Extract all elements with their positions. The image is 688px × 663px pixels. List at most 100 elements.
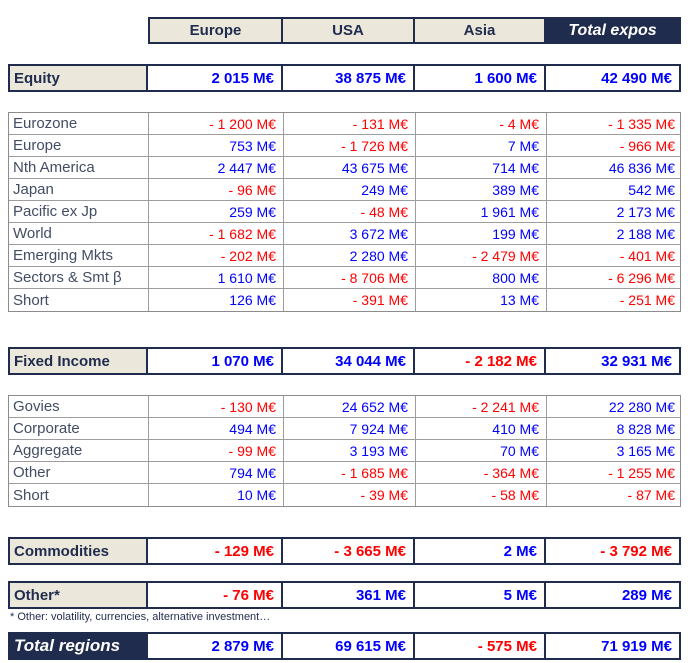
- value-cell: - 8 706 M€: [284, 267, 416, 288]
- value-cell: - 76 M€: [148, 581, 283, 609]
- value-cell: - 401 M€: [619, 247, 675, 264]
- value-cell: 3 672 M€: [284, 223, 416, 244]
- table-row-other: Other 794 M€ - 1 685 M€ - 364 M€ - 1 255 M€: [9, 462, 680, 484]
- value-cell: - 130 M€: [149, 396, 284, 417]
- value-cell: - 4 M€: [416, 113, 547, 134]
- row-label: World: [9, 223, 149, 244]
- value-cell: - 96 M€: [149, 179, 284, 200]
- value-cell: - 3 665 M€: [283, 537, 415, 565]
- value-cell: - 2 479 M€: [416, 245, 547, 266]
- value-cell: - 87 M€: [627, 487, 675, 503]
- value-cell: - 966 M€: [619, 137, 675, 154]
- table-body: Equity 2 015 M€ 38 875 M€ 1 600 M€ 42 490 M€…: [8, 64, 688, 660]
- value-cell: 714 M€: [416, 157, 547, 178]
- value-cell: 46 836 M€: [608, 159, 675, 176]
- table-row-short: Short 10 M€ - 39 M€ - 58 M€ - 87 M€: [9, 484, 680, 506]
- value-cell: - 99 M€: [149, 440, 284, 461]
- row-label: Pacific ex Jp: [9, 201, 149, 222]
- value-cell: 43 675 M€: [284, 157, 416, 178]
- value-cell: 24 652 M€: [284, 396, 416, 417]
- value-cell: 1 610 M€: [149, 267, 284, 288]
- value-cell: 13 M€: [416, 289, 547, 311]
- table-row-nth-america: Nth America 2 447 M€ 43 675 M€ 714 M€ 46 836…: [9, 157, 680, 179]
- value-cell: 2 879 M€: [148, 632, 283, 660]
- row-label: Govies: [9, 396, 149, 417]
- value-cell: 70 M€: [416, 440, 547, 461]
- column-header-asia: Asia: [415, 17, 546, 44]
- table-row-govies: Govies - 130 M€ 24 652 M€ - 2 241 M€ 22 280 …: [9, 396, 680, 418]
- table-row-japan: Japan - 96 M€ 249 M€ 389 M€ 542 M€: [9, 179, 680, 201]
- section-label: Commodities: [8, 537, 148, 565]
- value-cell: 1 600 M€: [415, 64, 546, 92]
- total-row-total-regions: Total regions 2 879 M€ 69 615 M€ - 575 M€ 71…: [8, 632, 688, 660]
- column-header-total-expos: Total expos: [546, 17, 681, 44]
- value-cell: 289 M€: [546, 581, 681, 609]
- value-cell: - 1 726 M€: [284, 135, 416, 156]
- value-cell: 32 931 M€: [546, 347, 681, 375]
- value-cell: - 391 M€: [284, 289, 416, 311]
- value-cell: - 364 M€: [416, 462, 547, 483]
- value-cell: - 1 255 M€: [608, 464, 675, 481]
- column-header-usa: USA: [283, 17, 415, 44]
- value-cell: - 1 682 M€: [149, 223, 284, 244]
- value-cell: 126 M€: [149, 289, 284, 311]
- detail-table: Govies - 130 M€ 24 652 M€ - 2 241 M€ 22 280 …: [8, 395, 681, 507]
- table-row-europe: Europe 753 M€ - 1 726 M€ 7 M€ - 966 M€: [9, 135, 680, 157]
- row-label: Short: [9, 289, 149, 311]
- value-cell: 542 M€: [628, 181, 675, 198]
- section-row-equity: Equity 2 015 M€ 38 875 M€ 1 600 M€ 42 490 M€: [8, 64, 688, 92]
- value-cell: - 1 335 M€: [608, 115, 675, 132]
- value-cell: 2 173 M€: [616, 203, 675, 220]
- table-row-emerging-mkts: Emerging Mkts - 202 M€ 2 280 M€ - 2 479 M€ -…: [9, 245, 680, 267]
- value-cell: - 6 296 M€: [608, 269, 675, 286]
- value-cell: 199 M€: [416, 223, 547, 244]
- value-cell: 3 193 M€: [284, 440, 416, 461]
- value-cell: 794 M€: [149, 462, 284, 483]
- value-cell: 259 M€: [149, 201, 284, 222]
- value-cell: 753 M€: [149, 135, 284, 156]
- value-cell: 2 280 M€: [284, 245, 416, 266]
- value-cell: - 202 M€: [149, 245, 284, 266]
- row-label: Sectors & Smt β: [9, 267, 149, 288]
- value-cell: - 3 792 M€: [546, 537, 681, 565]
- value-cell: 2 015 M€: [148, 64, 283, 92]
- row-label: Eurozone: [9, 113, 149, 134]
- value-cell: - 251 M€: [619, 292, 675, 308]
- table-row-aggregate: Aggregate - 99 M€ 3 193 M€ 70 M€ 3 165 M€: [9, 440, 680, 462]
- row-label: Other: [9, 462, 149, 483]
- section-row-commodities: Commodities - 129 M€ - 3 665 M€ 2 M€ - 3 792…: [8, 537, 688, 565]
- row-label: Nth America: [9, 157, 149, 178]
- value-cell: 10 M€: [149, 484, 284, 506]
- row-label: Short: [9, 484, 149, 506]
- value-cell: 71 919 M€: [546, 632, 681, 660]
- value-cell: - 48 M€: [284, 201, 416, 222]
- detail-table: Eurozone - 1 200 M€ - 131 M€ - 4 M€ - 1 335 …: [8, 112, 681, 312]
- section-label: Fixed Income: [8, 347, 148, 375]
- value-cell: 1 070 M€: [148, 347, 283, 375]
- value-cell: - 2 241 M€: [416, 396, 547, 417]
- section-row-fixed-income: Fixed Income 1 070 M€ 34 044 M€ - 2 182 M€ 3…: [8, 347, 688, 375]
- value-cell: - 1 200 M€: [149, 113, 284, 134]
- value-cell: 2 188 M€: [616, 225, 675, 242]
- row-label: Corporate: [9, 418, 149, 439]
- column-header-row: Europe USA Asia Total expos: [148, 17, 688, 44]
- table-row-eurozone: Eurozone - 1 200 M€ - 131 M€ - 4 M€ - 1 335 …: [9, 113, 680, 135]
- footnote: * Other: volatility, currencies, alterna…: [10, 611, 271, 623]
- row-label: Emerging Mkts: [9, 245, 149, 266]
- value-cell: 1 961 M€: [416, 201, 547, 222]
- value-cell: 2 447 M€: [149, 157, 284, 178]
- column-header-europe: Europe: [148, 17, 283, 44]
- section-label: Total regions: [8, 632, 148, 660]
- row-label: Europe: [9, 135, 149, 156]
- row-label: Aggregate: [9, 440, 149, 461]
- value-cell: 34 044 M€: [283, 347, 415, 375]
- value-cell: 494 M€: [149, 418, 284, 439]
- value-cell: 7 M€: [416, 135, 547, 156]
- value-cell: - 2 182 M€: [415, 347, 546, 375]
- value-cell: 389 M€: [416, 179, 547, 200]
- value-cell: 42 490 M€: [546, 64, 681, 92]
- section-label: Equity: [8, 64, 148, 92]
- value-cell: 8 828 M€: [616, 420, 675, 437]
